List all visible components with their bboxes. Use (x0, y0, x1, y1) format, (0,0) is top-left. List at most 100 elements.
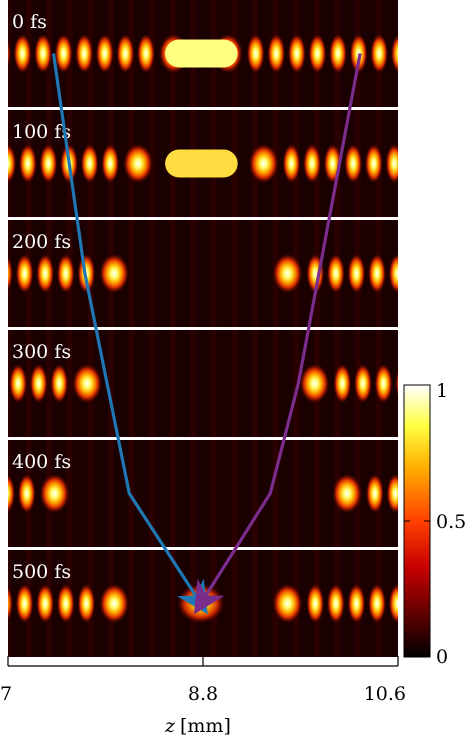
sidelobe-band (169, 550, 176, 657)
sidelobe-band (169, 440, 176, 547)
colorbar-tick-label: 1 (436, 380, 448, 402)
sidelobe-band (210, 440, 217, 547)
sidelobe-band (252, 440, 258, 547)
sidelobe-band (231, 440, 238, 547)
x-tick-label: 8.8 (188, 683, 218, 705)
fringe-spot (36, 253, 55, 294)
fringe-spot (39, 143, 58, 184)
sidelobe-band (107, 440, 114, 547)
fringe-spot (56, 253, 75, 294)
fringe-spot (386, 473, 398, 514)
fringe-spot (409, 254, 427, 294)
fringe-spot (8, 143, 17, 184)
fringe-spot (299, 363, 330, 404)
panel-separator (8, 217, 398, 220)
panel-100: 100 fs (8, 110, 398, 220)
fringe-spot (365, 473, 384, 514)
fringe-spot (80, 143, 99, 184)
colorbar: 00.51 (403, 380, 466, 668)
panel-0: 0 fs (8, 0, 398, 110)
panel-separator (8, 437, 398, 440)
sidelobe-band (293, 440, 300, 547)
sidelobe-band (149, 220, 156, 327)
fringe-spot (8, 473, 16, 514)
sidelobe-band (66, 440, 73, 547)
fringe-spot (8, 255, 14, 292)
fringe-spot (385, 143, 398, 184)
sidelobe-band (190, 440, 197, 547)
sidelobe-band (293, 330, 300, 437)
fringe-spot (13, 33, 32, 74)
sidelobe-band (210, 220, 217, 327)
panel-label: 100 fs (12, 121, 71, 143)
fringe-spot (287, 33, 306, 74)
fringe-spot (56, 583, 75, 624)
fringe-spot (72, 363, 103, 404)
fringe-spot (36, 583, 55, 624)
fringe-spot (0, 364, 7, 404)
sidelobe-band (149, 440, 156, 547)
sidelobe-band (149, 550, 156, 657)
x-tick-label: 7 (0, 683, 12, 705)
fringe-spot (353, 363, 372, 404)
fringe-spot (39, 473, 70, 514)
fringe-spot (95, 33, 114, 74)
fringe-spot (75, 33, 94, 74)
fringe-spot (136, 33, 155, 74)
sidelobe-band (252, 220, 258, 327)
sidelobe-band (210, 330, 217, 437)
fringe-spot (15, 253, 34, 294)
fringe-spot (306, 583, 325, 624)
sidelobe-band (87, 440, 94, 547)
sidelobe-band (149, 330, 156, 437)
fringe-spot (272, 583, 303, 624)
sidelobe-band (272, 330, 279, 437)
sidelobe-band (313, 440, 320, 547)
fringe-spot (246, 33, 265, 74)
panel-label: 200 fs (12, 231, 71, 253)
x-axis: 7 8.8 10.6 z [mm] (0, 656, 406, 737)
sidelobe-band (252, 550, 258, 657)
fringe-spot (344, 143, 363, 184)
fringe-spot (282, 143, 301, 184)
panel-200: 200 fs (8, 220, 427, 330)
panel-label: 400 fs (12, 451, 71, 473)
panel-label: 300 fs (12, 341, 71, 363)
fringe-spot (8, 38, 11, 69)
colorbar-tick-label: 0.5 (436, 511, 466, 533)
fringe-spot (272, 253, 303, 294)
fringe-spot (248, 143, 279, 184)
panel-separator (8, 547, 398, 550)
fringe-spot (364, 143, 383, 184)
trajectory-arrows (51, 53, 362, 615)
fringe-spot (29, 363, 48, 404)
fringe-spot (99, 583, 130, 624)
sidelobe-band (252, 330, 258, 437)
fringe-spot (395, 368, 398, 399)
sidelobe-band (25, 330, 32, 437)
x-tick-label: 10.6 (364, 683, 406, 705)
panel-separator (8, 107, 398, 110)
sidelobe-band (231, 220, 238, 327)
fringe-spot (101, 143, 120, 184)
sidelobe-band (169, 330, 176, 437)
fringe-spot (333, 363, 352, 404)
fringe-spot (374, 363, 393, 404)
right-arrow (193, 53, 362, 615)
fringe-spot (370, 33, 389, 74)
fringe-spot (326, 253, 345, 294)
panel-separator (8, 327, 398, 330)
sidelobe-band (128, 550, 135, 657)
fringe-spot (123, 143, 153, 184)
sidelobe-band (128, 330, 135, 437)
central-spot (165, 149, 238, 178)
sidelobe-band (128, 440, 135, 547)
sidelobe-band (66, 330, 73, 437)
fringe-spot (116, 33, 135, 74)
central-spot (165, 39, 238, 68)
fringe-spot (368, 583, 387, 624)
sidelobe-band (169, 220, 176, 327)
fringe-spot (347, 253, 366, 294)
fringe-spot (347, 583, 366, 624)
